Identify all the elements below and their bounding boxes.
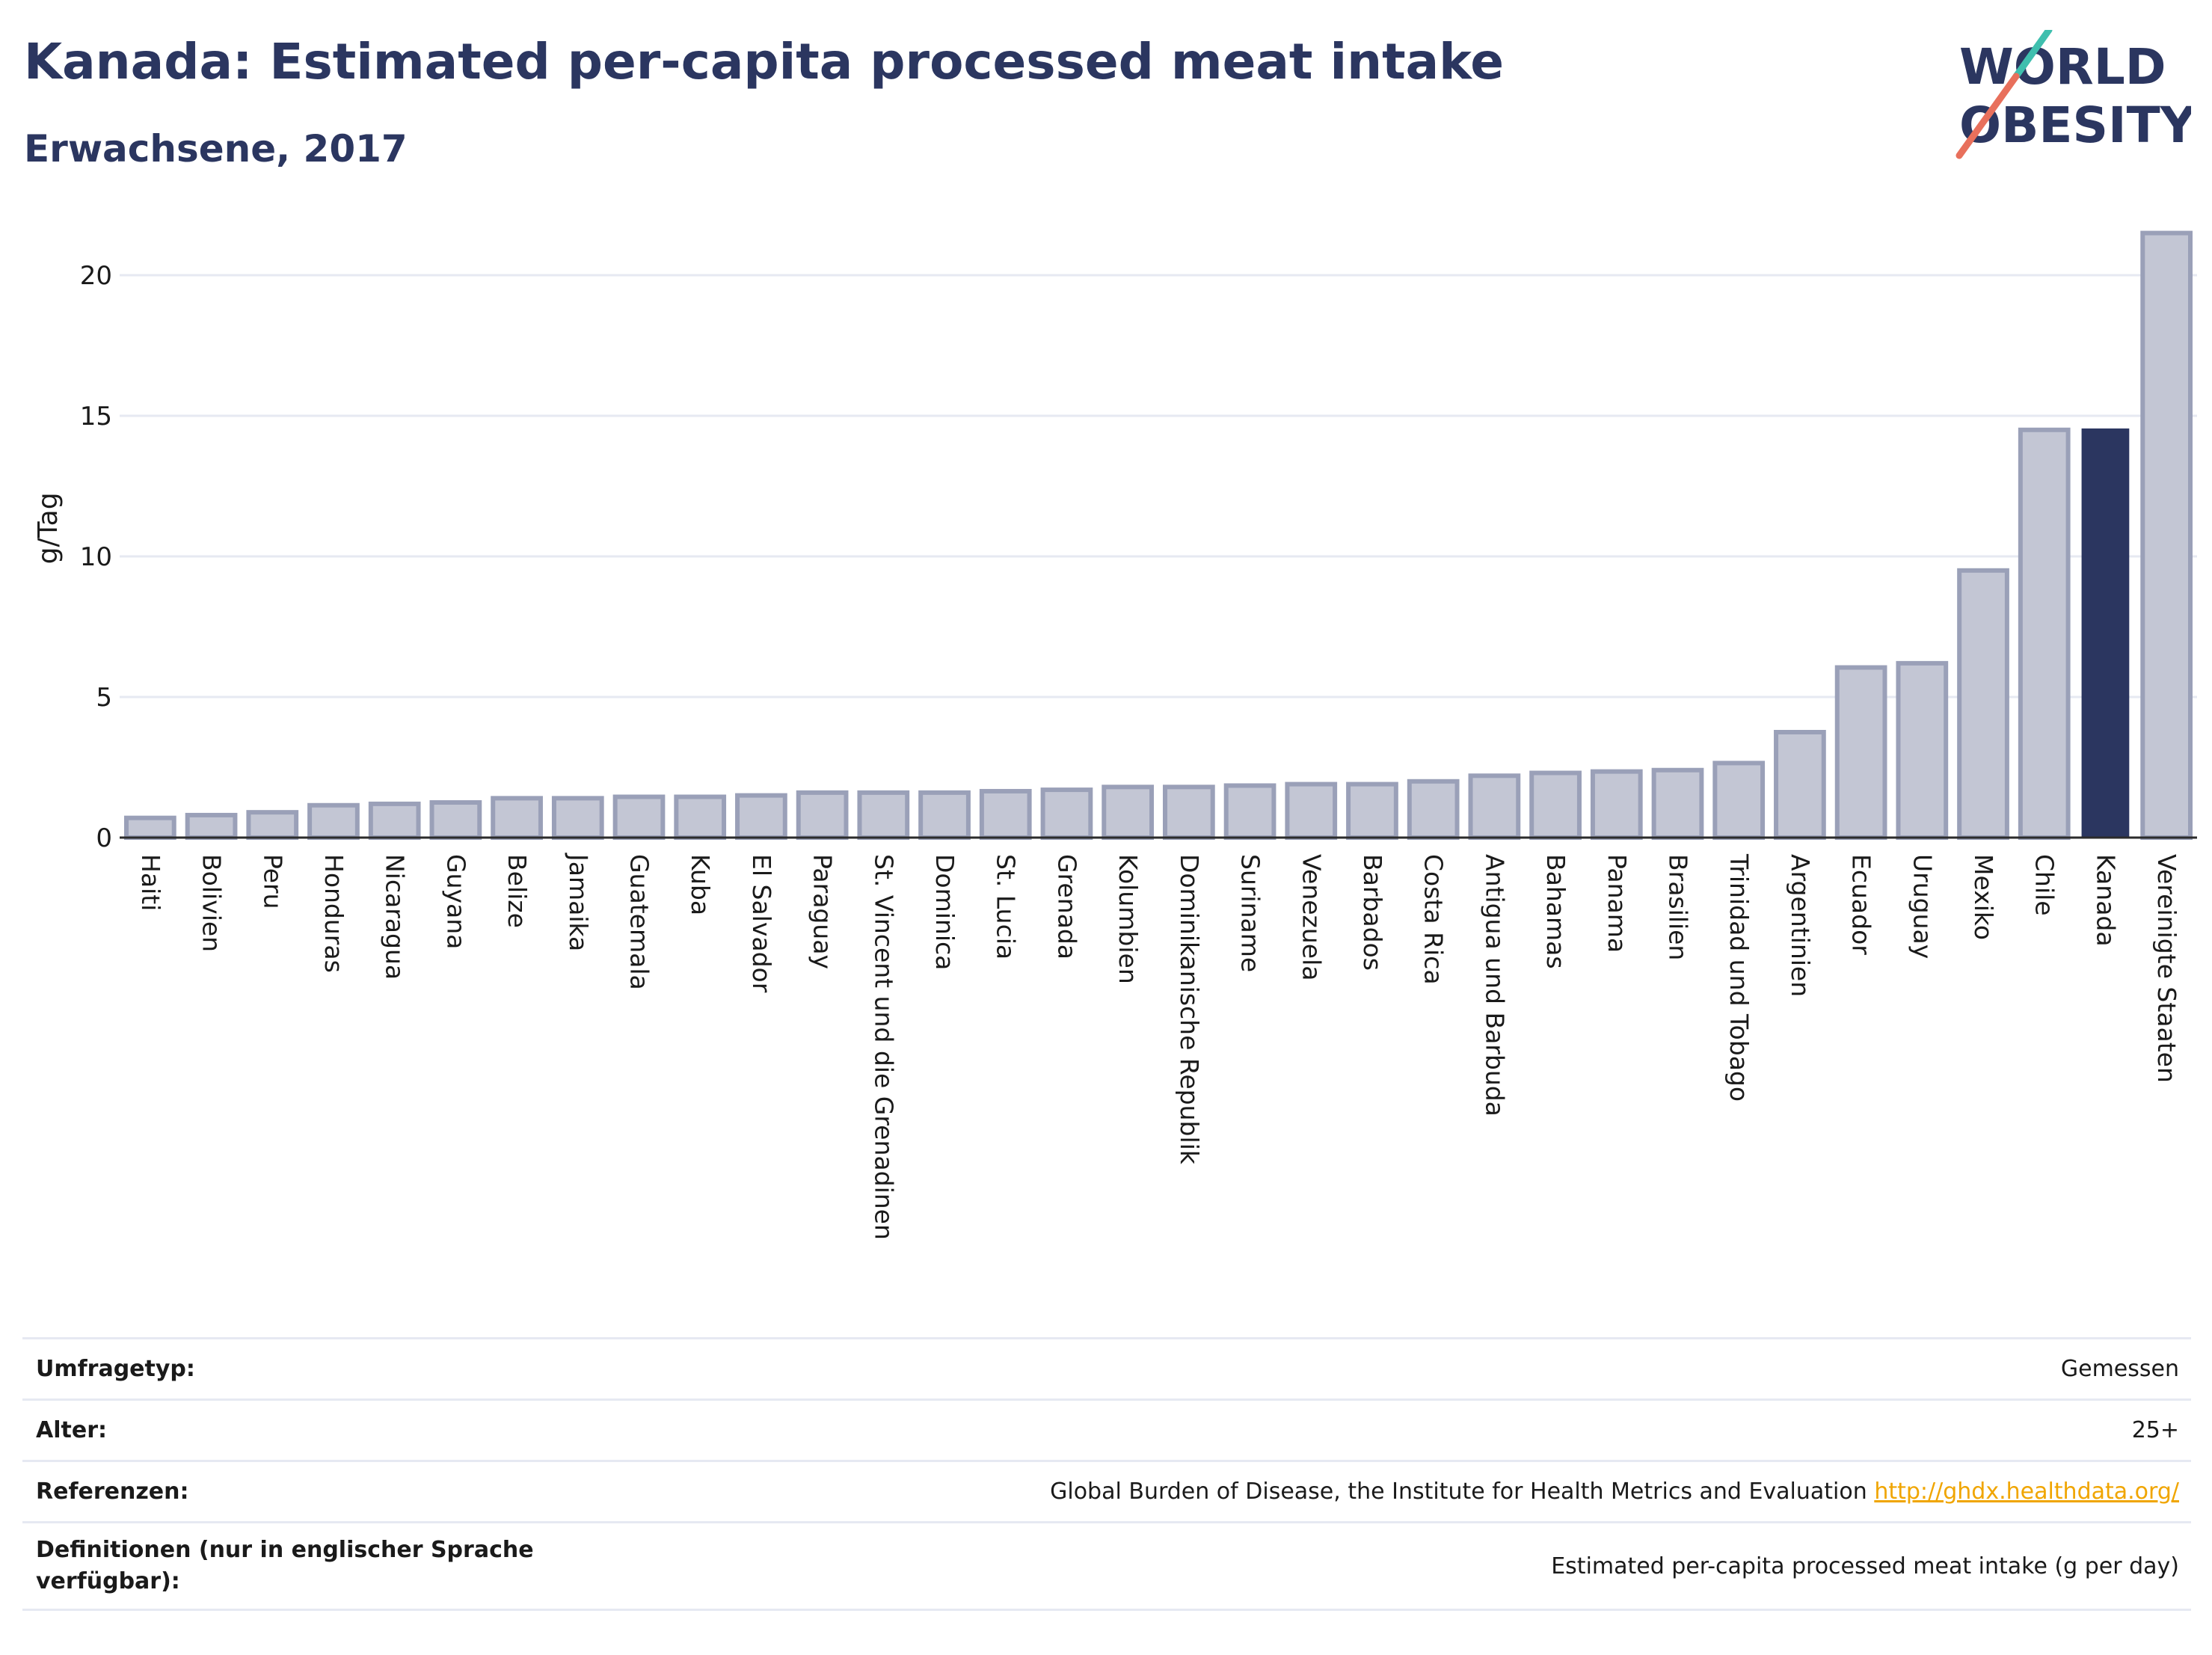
x-tick-label: Jamaika bbox=[564, 853, 593, 951]
bar bbox=[1223, 783, 1276, 840]
x-tick-label: Ecuador bbox=[1847, 854, 1876, 955]
x-tick-label: Kuba bbox=[686, 854, 715, 915]
bar bbox=[491, 796, 543, 840]
x-tick-label: Costa Rica bbox=[1419, 854, 1448, 985]
bar bbox=[1407, 779, 1460, 841]
x-tick-label: Dominikanische Republik bbox=[1175, 854, 1204, 1165]
info-value: Global Burden of Disease, the Institute … bbox=[1050, 1479, 2191, 1505]
bar bbox=[429, 800, 482, 840]
page-title: Kanada: Estimated per-capita processed m… bbox=[24, 33, 1505, 90]
info-label: Definitionen (nur in englischer Sprache … bbox=[36, 1537, 534, 1594]
x-tick-label: Kolumbien bbox=[1113, 854, 1143, 984]
x-tick-label: Belize bbox=[503, 854, 532, 928]
page-subtitle: Erwachsene, 2017 bbox=[24, 127, 408, 171]
x-tick-label: Nicaragua bbox=[381, 854, 410, 980]
x-tick-label: Guyana bbox=[441, 854, 470, 949]
info-row-age: Alter: 25+ bbox=[22, 1398, 2191, 1460]
info-value: 25+ bbox=[2131, 1417, 2179, 1443]
bar-chart: 0 5 10 15 20 g/Tag Haiti Bolivien Peru Honduras Ni… bbox=[33, 230, 2197, 1240]
bar bbox=[1651, 767, 1704, 841]
info-row-survey-type: Umfragetyp: Gemessen bbox=[22, 1337, 2191, 1398]
x-tick-label: Panama bbox=[1603, 854, 1632, 953]
x-tick-label: Venezuela bbox=[1297, 854, 1326, 980]
bar bbox=[551, 796, 604, 840]
world-obesity-logo: WORLD OBESITY bbox=[1956, 30, 2191, 159]
x-tick-label: Vereinigte Staaten bbox=[2152, 854, 2181, 1083]
info-value: Estimated per-capita processed meat inta… bbox=[1551, 1553, 2179, 1579]
bar bbox=[2018, 427, 2071, 840]
bar bbox=[368, 801, 421, 841]
x-tick-label: Bahamas bbox=[1541, 854, 1570, 969]
reference-link[interactable]: http://ghdx.healthdata.org/ bbox=[1874, 1479, 2179, 1505]
y-tick-label: 5 bbox=[96, 683, 112, 713]
info-value: Gemessen bbox=[2060, 1356, 2179, 1382]
x-tick-label: Haiti bbox=[136, 854, 165, 911]
y-tick-label: 0 bbox=[96, 823, 112, 853]
x-tick-label: Mexiko bbox=[1969, 854, 1998, 940]
x-tick-label: El Salvador bbox=[747, 854, 776, 993]
bar bbox=[1712, 761, 1766, 840]
logo-slash-teal bbox=[2012, 30, 2053, 80]
bar bbox=[918, 790, 971, 840]
x-tick-label: Kanada bbox=[2091, 854, 2120, 947]
bar bbox=[857, 790, 910, 840]
bar bbox=[612, 794, 666, 840]
x-tick-label: Trinidad und Tobago bbox=[1724, 853, 1754, 1102]
bar bbox=[1162, 784, 1215, 840]
bar bbox=[1040, 787, 1093, 840]
bar bbox=[796, 790, 849, 840]
logo-slash-coral bbox=[1956, 73, 2020, 159]
x-tick-label: St. Lucia bbox=[992, 854, 1021, 959]
y-axis-label: g/Tag bbox=[33, 492, 64, 564]
x-tick-label: Antigua und Barbuda bbox=[1480, 854, 1509, 1117]
x-tick-label: Peru bbox=[258, 854, 287, 909]
bar bbox=[1468, 773, 1521, 841]
x-tick-label: Honduras bbox=[319, 854, 348, 973]
x-tick-label: Uruguay bbox=[1908, 854, 1937, 959]
bar bbox=[123, 815, 176, 841]
info-table: Umfragetyp: Gemessen Alter: 25+ Referenz… bbox=[22, 1337, 2191, 1611]
x-tick-label: Chile bbox=[2030, 854, 2059, 916]
bar bbox=[1774, 730, 1826, 840]
x-tick-label: Grenada bbox=[1052, 854, 1081, 959]
bar bbox=[1102, 784, 1155, 840]
info-row-references: Referenzen: Global Burden of Disease, th… bbox=[22, 1460, 2191, 1521]
bar bbox=[1285, 782, 1338, 841]
bar bbox=[1529, 770, 1582, 841]
bar bbox=[674, 794, 727, 840]
info-label: Alter: bbox=[36, 1416, 107, 1443]
bar bbox=[1346, 782, 1398, 841]
x-tick-label: Paraguay bbox=[808, 854, 838, 969]
info-row-definitions: Definitionen (nur in englischer Sprache … bbox=[22, 1521, 2191, 1611]
bar bbox=[1896, 660, 1949, 840]
logo-text-world: WORLD bbox=[1959, 38, 2166, 96]
x-tick-label: Suriname bbox=[1236, 854, 1265, 972]
x-tick-label: St. Vincent und die Grenadinen bbox=[869, 854, 898, 1240]
x-tick-label: Argentinien bbox=[1786, 854, 1815, 997]
y-tick-label: 20 bbox=[80, 261, 112, 291]
bar bbox=[1957, 568, 2009, 840]
x-tick-label: Barbados bbox=[1358, 854, 1387, 971]
info-label: Referenzen: bbox=[36, 1478, 189, 1505]
bar bbox=[1590, 769, 1643, 841]
x-tick-label: Bolivien bbox=[197, 854, 227, 952]
x-tick-label: Brasilien bbox=[1664, 854, 1693, 960]
reference-text: Global Burden of Disease, the Institute … bbox=[1050, 1479, 1867, 1505]
x-tick-label: Dominica bbox=[930, 854, 959, 970]
bar bbox=[735, 793, 787, 840]
info-label: Umfragetyp: bbox=[36, 1355, 195, 1382]
y-tick-label: 10 bbox=[80, 542, 112, 572]
x-tick-label: Guatemala bbox=[625, 854, 654, 990]
bar bbox=[1834, 665, 1887, 841]
bar bbox=[307, 802, 360, 841]
bar bbox=[185, 812, 238, 841]
y-tick-label: 15 bbox=[80, 402, 112, 432]
bar bbox=[2140, 230, 2193, 841]
bar bbox=[246, 810, 299, 841]
bar bbox=[2081, 428, 2130, 838]
bar bbox=[979, 788, 1032, 840]
